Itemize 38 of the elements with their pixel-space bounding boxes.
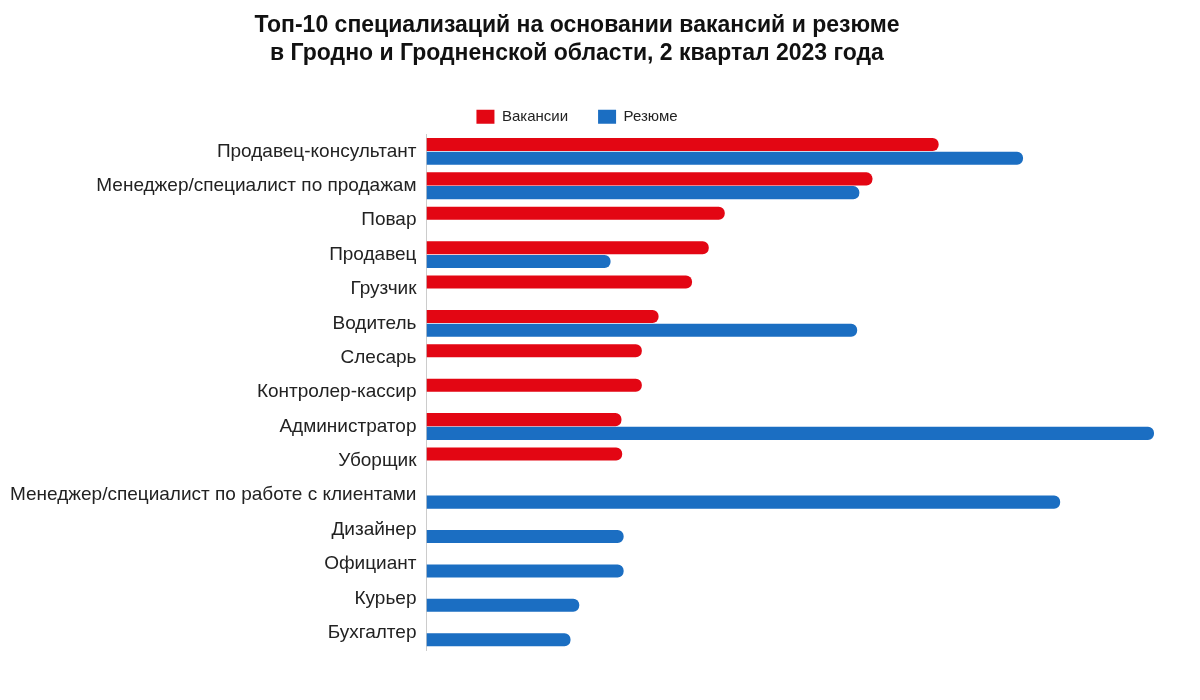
bar (426, 241, 709, 255)
y-tick-label: Курьер (354, 586, 417, 608)
y-tick-label: Продавец (329, 242, 417, 264)
bar (426, 344, 642, 358)
bar (426, 172, 873, 186)
bar (426, 495, 1061, 509)
chart-title: Топ-10 специализаций на основании вакансий и резюме в Гродно и Гродненской области, 2 квартал 2023 года (254, 11, 900, 65)
bar (426, 137, 939, 152)
bar (426, 323, 858, 337)
y-tick-label: Менеджер/специалист по работе с клиентами (9, 483, 417, 505)
legend-label: Вакансии (501, 106, 569, 124)
bar (426, 564, 624, 578)
bar (426, 413, 622, 427)
bar (426, 275, 693, 289)
bar (426, 186, 860, 200)
y-tick-label: Дизайнер (331, 517, 417, 539)
y-tick-label: Слесарь (340, 345, 417, 367)
y-tick-label: Официант (324, 552, 417, 574)
bar (426, 447, 623, 461)
legend-label: Резюме (623, 106, 678, 124)
y-tick-label: Уборщик (338, 449, 418, 471)
y-tick-label: Водитель (332, 311, 417, 333)
bar (426, 378, 642, 392)
bar (426, 309, 659, 323)
y-tick-label: Грузчик (350, 277, 418, 299)
bar (426, 598, 580, 612)
bar (426, 151, 1024, 165)
bar (426, 206, 725, 220)
y-tick-label: Менеджер/специалист по продажам (96, 174, 417, 196)
bar (426, 254, 611, 268)
y-tick-label: Продавец-консультант (216, 139, 417, 161)
bar (426, 426, 1154, 440)
y-tick-label: Контролер-кассир (256, 380, 417, 402)
bar (426, 529, 624, 544)
bar (426, 633, 571, 647)
y-tick-label: Администратор (279, 414, 417, 436)
y-tick-label: Бухгалтер (327, 621, 417, 643)
y-tick-label: Повар (361, 208, 417, 230)
